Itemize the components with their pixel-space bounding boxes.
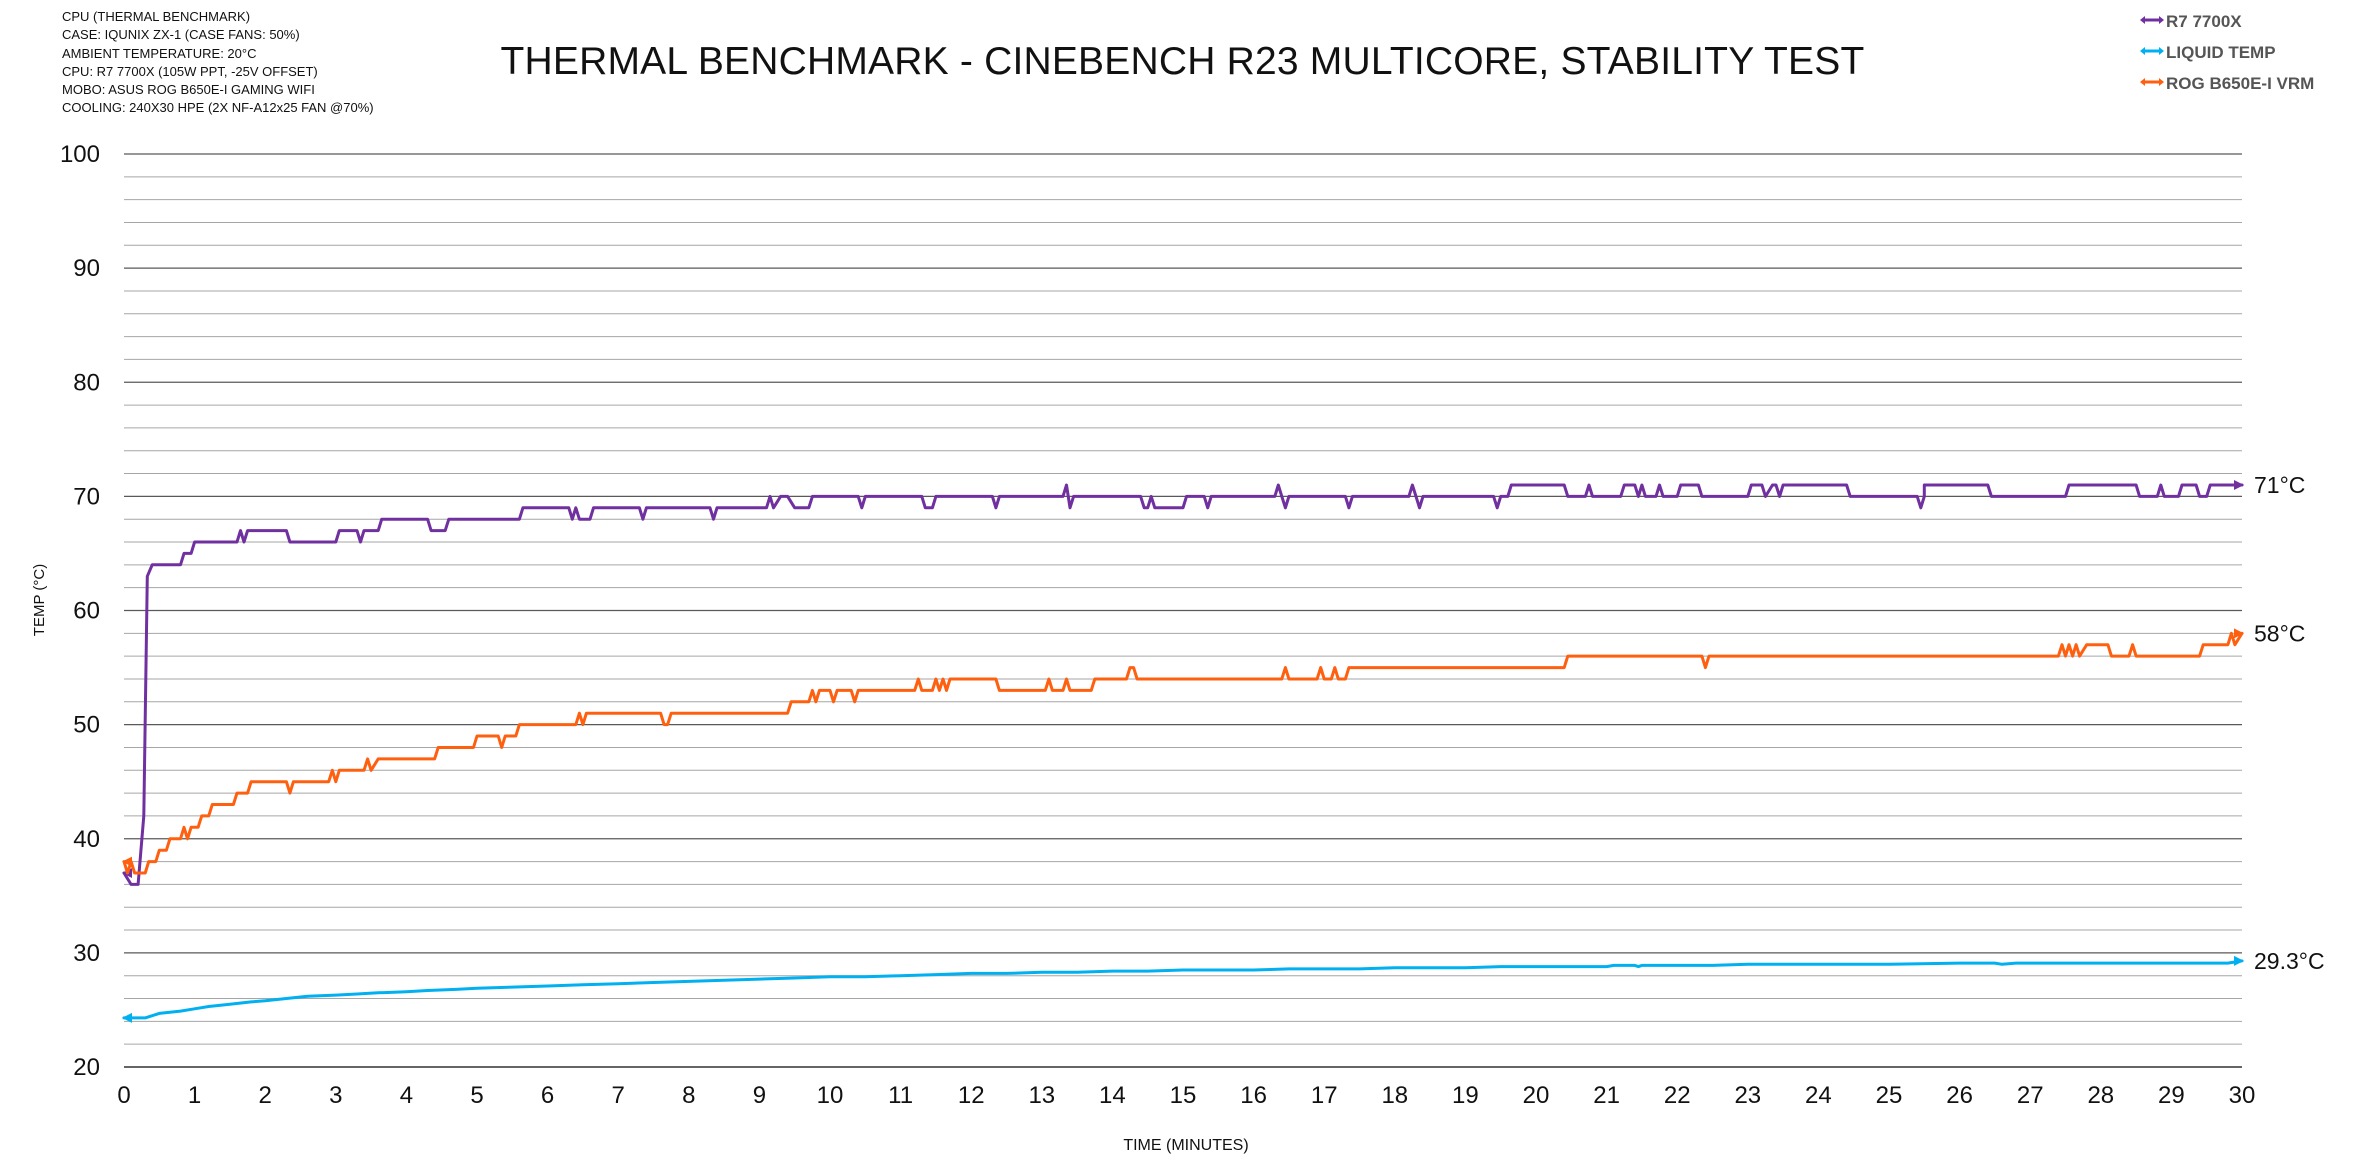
x-tick-label: 15 xyxy=(1170,1082,1197,1109)
y-tick-label: 60 xyxy=(73,598,100,625)
info-line: CASE: IQUNIX ZX-1 (CASE FANS: 50%) xyxy=(62,27,300,43)
info-line: COOLING: 240X30 HPE (2X NF-A12x25 FAN @7… xyxy=(62,100,374,116)
info-line: CPU: R7 7700X (105W PPT, -25V OFFSET) xyxy=(62,63,318,79)
end-labels: 71°C 29.3°C 58°C xyxy=(2254,472,2325,974)
x-axis-label: TIME (MINUTES) xyxy=(1123,1137,1248,1154)
y-axis-label: TEMP (°C) xyxy=(31,564,48,636)
end-value-label: 71°C xyxy=(2254,472,2305,498)
series-end-marker xyxy=(2234,628,2244,639)
series-line-1 xyxy=(122,959,2244,1020)
legend-label: R7 7700X xyxy=(2166,12,2242,31)
x-tick-label: 26 xyxy=(1946,1082,1973,1109)
series-end-marker xyxy=(2234,479,2244,490)
y-tick-label: 80 xyxy=(73,369,100,396)
series-lines xyxy=(122,479,2244,1023)
legend-label: LIQUID TEMP xyxy=(2166,43,2276,62)
y-tick-label: 40 xyxy=(73,826,100,853)
y-tick-label: 70 xyxy=(73,483,100,510)
x-tick-label: 29 xyxy=(2158,1082,2185,1109)
x-tick-label: 30 xyxy=(2229,1082,2256,1109)
x-tick-label: 19 xyxy=(1452,1082,1479,1109)
y-tick-label: 50 xyxy=(73,712,100,739)
end-value-label: 29.3°C xyxy=(2254,948,2325,974)
y-tick-label: 90 xyxy=(73,255,100,282)
x-tick-label: 7 xyxy=(612,1082,625,1109)
series-line-0 xyxy=(122,483,2244,886)
x-tick-label: 8 xyxy=(682,1082,695,1109)
x-tick-label: 0 xyxy=(117,1082,130,1109)
legend-marker-icon xyxy=(2140,47,2164,55)
y-tick-label: 20 xyxy=(73,1054,100,1081)
legend-marker-icon xyxy=(2140,78,2164,86)
x-tick-label: 11 xyxy=(888,1082,913,1109)
series-end-marker xyxy=(2234,955,2244,966)
x-tick-label: 4 xyxy=(400,1082,413,1109)
x-tick-label: 25 xyxy=(1876,1082,1903,1109)
y-tick-label: 100 xyxy=(60,141,100,168)
x-tick-label: 18 xyxy=(1381,1082,1408,1109)
x-tick-label: 22 xyxy=(1664,1082,1691,1109)
x-tick-label: 28 xyxy=(2087,1082,2114,1109)
x-tick-label: 17 xyxy=(1311,1082,1338,1109)
test-info-block: CPU (THERMAL BENCHMARK) CASE: IQUNIX ZX-… xyxy=(62,8,374,118)
x-tick-label: 1 xyxy=(188,1082,201,1109)
legend-marker-icon xyxy=(2140,16,2164,24)
x-tick-label: 10 xyxy=(817,1082,844,1109)
x-tick-label: 23 xyxy=(1734,1082,1761,1109)
y-tick-label: 30 xyxy=(73,940,100,967)
series-start-marker xyxy=(122,856,132,867)
series-start-marker xyxy=(122,1012,132,1023)
x-tick-label: 14 xyxy=(1099,1082,1126,1109)
x-tick-label: 20 xyxy=(1523,1082,1550,1109)
info-line: AMBIENT TEMPERATURE: 20°C xyxy=(62,45,257,61)
x-tick-label: 24 xyxy=(1805,1082,1832,1109)
x-tick-label: 21 xyxy=(1593,1082,1620,1109)
series-line-2 xyxy=(122,631,2244,875)
x-tick-label: 27 xyxy=(2017,1082,2044,1109)
x-tick-label: 13 xyxy=(1028,1082,1055,1109)
x-tick-label: 16 xyxy=(1240,1082,1267,1109)
x-tick-label: 6 xyxy=(541,1082,554,1109)
info-line: CPU (THERMAL BENCHMARK) xyxy=(62,9,251,24)
x-tick-label: 3 xyxy=(329,1082,342,1109)
chart-title: THERMAL BENCHMARK - CINEBENCH R23 MULTIC… xyxy=(500,40,1865,83)
x-tick-label: 2 xyxy=(259,1082,272,1109)
x-tick-labels: 0 1 2 3 4 5 6 7 8 9 10 11 12 13 14 15 16 17 18 19 20 21 22 23 24… xyxy=(117,1082,2255,1109)
y-tick-labels: 20 30 40 50 60 70 80 90 100 xyxy=(60,141,100,1081)
x-tick-label: 9 xyxy=(753,1082,766,1109)
info-line: MOBO: ASUS ROG B650E-I GAMING WIFI xyxy=(62,82,315,98)
end-value-label: 58°C xyxy=(2254,620,2305,646)
x-tick-label: 12 xyxy=(958,1082,985,1109)
legend-label: ROG B650E-I VRM xyxy=(2166,74,2315,93)
x-tick-label: 5 xyxy=(470,1082,483,1109)
grid-lines xyxy=(124,153,2242,1068)
